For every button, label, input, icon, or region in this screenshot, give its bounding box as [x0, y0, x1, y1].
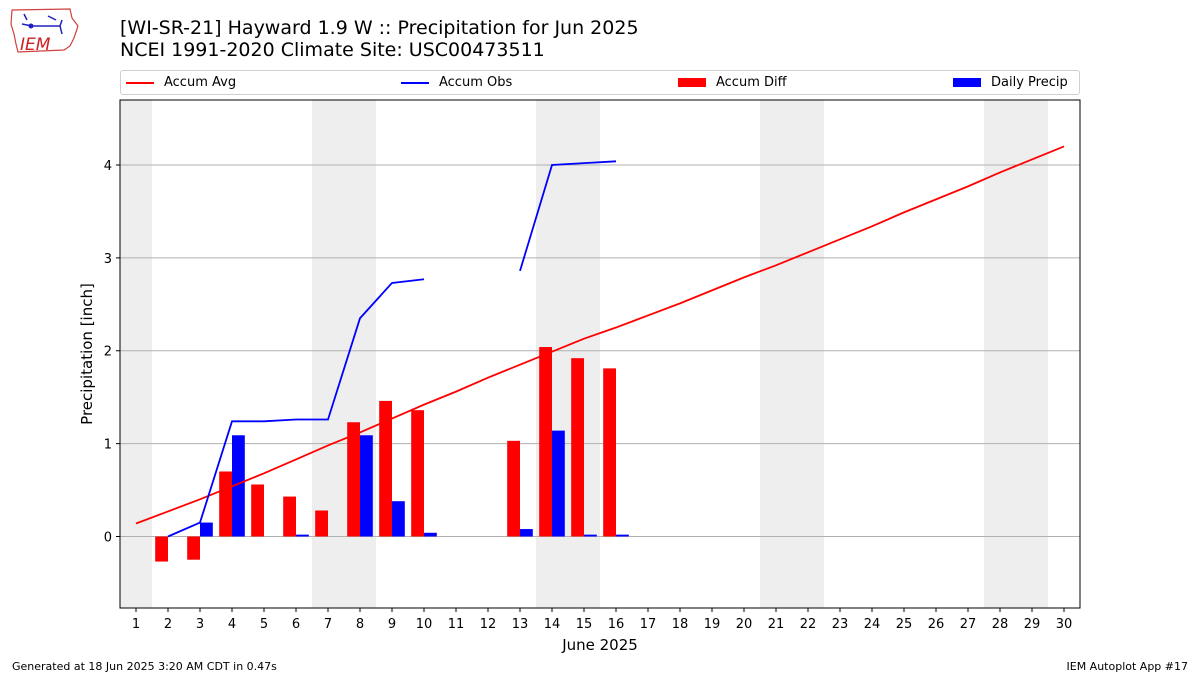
x-tick-label: 1 [132, 617, 140, 632]
x-tick-label: 21 [768, 617, 785, 632]
bar-accum-diff [315, 510, 328, 537]
legend-item-accum-diff: Accum Diff [678, 71, 787, 94]
y-tick-label: 1 [104, 438, 112, 453]
x-tick-label: 14 [544, 617, 561, 632]
bar-daily-precip [424, 532, 437, 537]
legend-swatch-daily-precip [953, 78, 981, 87]
legend-label-accum-obs: Accum Obs [439, 75, 513, 90]
chart-subtitle: NCEI 1991-2020 Climate Site: USC00473511 [120, 39, 545, 61]
x-tick-label: 28 [992, 617, 1009, 632]
x-tick-label: 16 [608, 617, 625, 632]
iowa-outline-icon [10, 8, 79, 53]
x-tick-label: 18 [672, 617, 689, 632]
bar-accum-diff [571, 358, 584, 537]
bar-daily-precip [616, 534, 629, 537]
x-tick-label: 5 [260, 617, 268, 632]
x-tick-label: 8 [356, 617, 364, 632]
bar-daily-precip [552, 430, 565, 537]
bar-daily-precip [200, 522, 213, 537]
footer-generated: Generated at 18 Jun 2025 3:20 AM CDT in … [12, 660, 277, 673]
bar-accum-diff [219, 471, 232, 537]
x-tick-label: 11 [448, 617, 465, 632]
footer-app: IEM Autoplot App #17 [1066, 660, 1189, 673]
bar-accum-diff [155, 536, 168, 562]
bar-daily-precip [296, 534, 309, 537]
legend-swatch-accum-obs [401, 81, 429, 84]
x-tick-label: 6 [292, 617, 300, 632]
bar-daily-precip [520, 529, 533, 537]
bar-daily-precip [360, 435, 373, 537]
bar-accum-diff [187, 536, 200, 560]
line-accum-obs [519, 160, 617, 272]
bar-daily-precip [232, 435, 245, 537]
x-tick-label: 17 [640, 617, 657, 632]
x-tick-label: 25 [896, 617, 913, 632]
x-tick-label: 15 [576, 617, 593, 632]
weather-symbol-icon [21, 13, 63, 35]
bar-accum-diff [539, 347, 552, 537]
x-tick-label: 10 [416, 617, 433, 632]
legend-item-accum-avg: Accum Avg [126, 71, 236, 94]
x-tick-label: 13 [512, 617, 529, 632]
bar-daily-precip [392, 501, 405, 537]
weekend-band [760, 100, 824, 608]
plot-frame [119, 99, 1081, 609]
legend-label-accum-avg: Accum Avg [164, 75, 237, 90]
x-tick-label: 12 [480, 617, 497, 632]
x-tick-label: 29 [1024, 617, 1041, 632]
x-tick-label: 7 [324, 617, 332, 632]
legend: Accum Avg Accum Obs Accum Diff Daily Pre… [120, 70, 1080, 95]
x-tick-label: 20 [736, 617, 753, 632]
x-tick-label: 30 [1056, 617, 1073, 632]
weekend-band [984, 100, 1048, 608]
x-tick-label: 2 [164, 617, 172, 632]
legend-swatch-accum-avg [126, 81, 154, 84]
bar-accum-diff [603, 368, 616, 537]
y-tick-label: 3 [104, 252, 112, 267]
weekend-band [120, 100, 152, 608]
logo-text: IEM [20, 35, 51, 55]
y-tick-label: 2 [104, 345, 112, 360]
bar-accum-diff [507, 440, 520, 537]
bar-accum-diff [347, 422, 360, 537]
x-tick-label: 27 [960, 617, 977, 632]
chart-title: [WI-SR-21] Hayward 1.9 W :: Precipitatio… [120, 17, 639, 39]
bar-daily-precip [584, 534, 597, 537]
bar-accum-diff [379, 400, 392, 537]
x-tick-label: 4 [228, 617, 236, 632]
line-accum-obs [167, 278, 425, 538]
bar-accum-diff [411, 410, 424, 537]
iem-logo: IEM [8, 6, 80, 58]
x-tick-label: 26 [928, 617, 945, 632]
legend-swatch-accum-diff [678, 78, 706, 87]
legend-item-accum-obs: Accum Obs [401, 71, 512, 94]
x-tick-label: 24 [864, 617, 881, 632]
bar-accum-diff [251, 484, 264, 537]
line-accum-avg [135, 145, 1065, 525]
x-tick-label: 3 [196, 617, 204, 632]
legend-label-daily-precip: Daily Precip [991, 75, 1068, 90]
bar-accum-diff [283, 496, 296, 537]
x-tick-label: 9 [388, 617, 396, 632]
legend-item-daily-precip: Daily Precip [953, 71, 1068, 94]
legend-label-accum-diff: Accum Diff [716, 75, 787, 90]
x-axis-label: June 2025 [561, 636, 638, 654]
y-tick-label: 4 [104, 159, 112, 174]
y-tick-label: 0 [104, 530, 112, 545]
y-axis-label: Precipitation [inch] [78, 283, 96, 425]
x-tick-label: 22 [800, 617, 817, 632]
x-tick-label: 19 [704, 617, 721, 632]
x-tick-label: 23 [832, 617, 849, 632]
